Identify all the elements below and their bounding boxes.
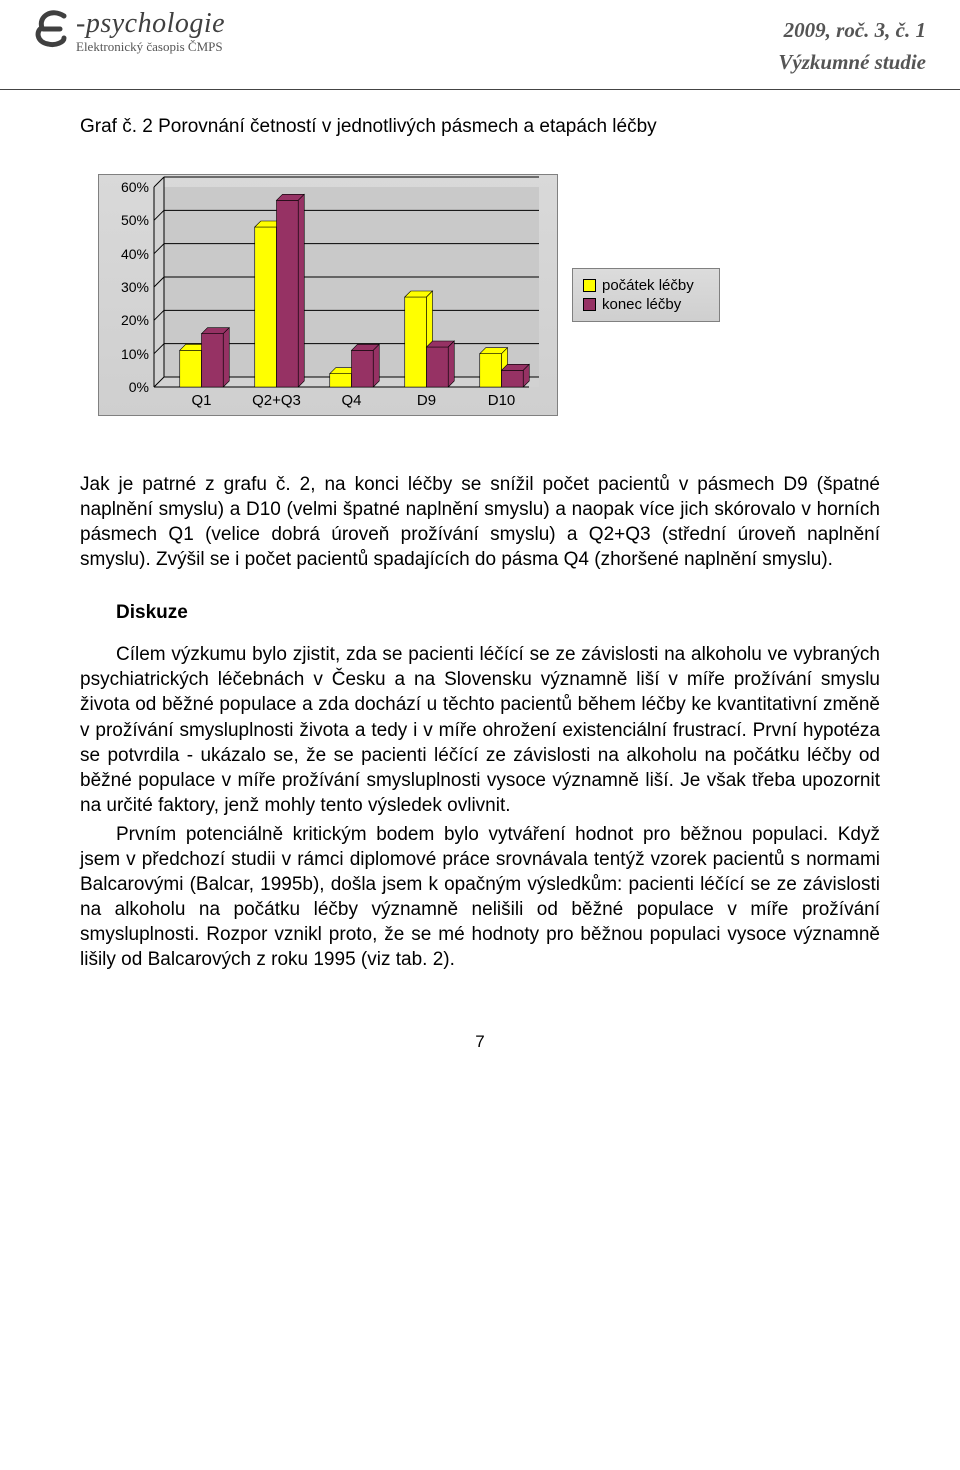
y-tick-label: 60% [121, 179, 149, 195]
legend-item: konec léčby [583, 296, 709, 313]
legend-label: konec léčby [602, 296, 681, 313]
x-tick-label: D9 [417, 392, 436, 409]
y-tick-label: 30% [121, 279, 149, 295]
chart-legend: počátek léčby konec léčby [572, 268, 720, 322]
y-tick-label: 0% [129, 379, 149, 395]
legend-label: počátek léčby [602, 277, 694, 294]
section-heading: Diskuze [116, 602, 880, 624]
chart-region: 0% 10% 20% 30% 40% 50% 60% Q1 Q2+Q3 Q4 D9 D10 počá… [98, 174, 880, 416]
issue-info: 2009, roč. 3, č. 1 [784, 18, 926, 43]
y-tick-label: 10% [121, 346, 149, 362]
section-title: Výzkumné studie [778, 50, 926, 75]
y-tick-label: 40% [121, 246, 149, 262]
epsilon-icon [34, 10, 70, 50]
paragraph: Jak je patrné z grafu č. 2, na konci léč… [80, 472, 880, 572]
brand-main: -psychologie [76, 10, 225, 38]
y-axis-labels: 0%10%20%30%40%50%60% [105, 187, 151, 387]
legend-swatch [583, 279, 596, 292]
brand-text: -psychologie Elektronický časopis ČMPS [76, 10, 225, 53]
y-tick-label: 50% [121, 212, 149, 228]
legend-swatch [583, 298, 596, 311]
x-tick-label: Q1 [191, 392, 211, 409]
paragraph: Cílem výzkumu bylo zjistit, zda se pacie… [80, 642, 880, 818]
x-tick-label: D10 [488, 392, 516, 409]
x-tick-label: Q4 [341, 392, 361, 409]
chart-plot [154, 187, 539, 387]
legend-item: počátek léčby [583, 277, 709, 294]
figure-caption: Graf č. 2 Porovnání četností v jednotliv… [80, 116, 880, 138]
page-content: Graf č. 2 Porovnání četností v jednotliv… [0, 90, 960, 1052]
paragraph: Prvním potenciálně kritickým bodem bylo … [80, 822, 880, 972]
page-header: -psychologie Elektronický časopis ČMPS 2… [0, 0, 960, 90]
x-tick-label: Q2+Q3 [252, 392, 301, 409]
chart-panel: 0% 10% 20% 30% 40% 50% 60% Q1 Q2+Q3 Q4 D9 D10 [98, 174, 558, 416]
page-number: 7 [80, 1032, 880, 1052]
brand-sub: Elektronický časopis ČMPS [76, 40, 225, 53]
x-axis-labels: Q1 Q2+Q3 Q4 D9 D10 [154, 389, 539, 411]
y-tick-label: 20% [121, 312, 149, 328]
